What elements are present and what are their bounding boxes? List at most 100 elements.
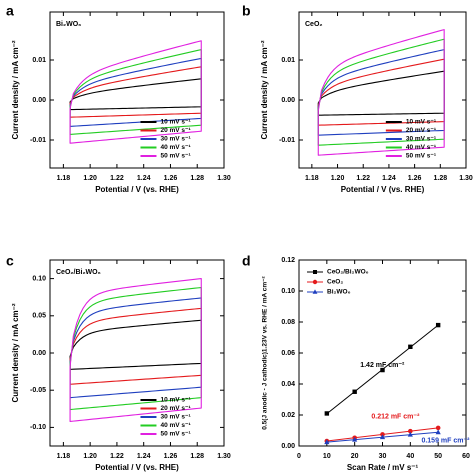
y-tick-label: 0.10 [281,288,295,295]
x-tick-label: 1.20 [331,175,345,182]
x-tick-label: 1.28 [190,175,204,182]
y-tick-label: 0.05 [32,313,46,320]
x-tick-label: 1.24 [137,175,151,182]
x-tick-label: 1.18 [57,175,71,182]
x-tick-label: 1.24 [382,175,396,182]
x-tick-label: 1.28 [190,453,204,460]
x-tick-label: 1.20 [83,453,97,460]
x-axis-label: Scan Rate / mV s⁻¹ [347,463,419,472]
cv-curve-2 [69,307,202,385]
sample-label: CeO₂ [305,21,323,28]
data-point [380,367,385,373]
y-tick-label: -0.05 [30,387,46,394]
y-tick-label: 0.08 [281,319,295,326]
cv-curve-1 [69,319,202,370]
data-point [408,344,413,349]
legend-label: 10 mV s⁻¹ [406,119,436,126]
y-axis-label: Current density / mA cm⁻² [11,303,20,402]
y-tick-label: 0.00 [281,97,295,104]
x-tick-label: 20 [351,453,359,460]
legend-marker [312,289,318,294]
panel-c: c 1.18 1.20 1.22 1.24 1.26 1.28 1.30 -0.10 -0.05 0… [6,253,231,472]
x-tick-label: 60 [462,453,470,460]
panel-letter: a [6,3,14,19]
y-tick-label: 0.10 [32,275,46,282]
panel-letter: b [242,3,251,19]
legend-label: CeO₂ [327,279,343,286]
legend-label: 50 mV s⁻¹ [160,153,190,160]
x-tick-label: 1.18 [57,453,71,460]
legend-label: Bi₂WO₆ [327,289,351,296]
y-tick-label: 0.00 [32,97,46,104]
legend-label: CeO₂/Bi₂WO₆ [327,269,369,276]
cv-curve-1 [69,78,202,111]
legend-label: 40 mV s⁻¹ [160,422,190,429]
x-tick-label: 10 [323,453,331,460]
legend-marker [313,270,317,274]
x-tick-label: 1.18 [305,175,319,182]
data-point [352,389,357,394]
panel-a: a 1.18 1.20 1.22 1.24 1.26 1.28 1.30 -0.01 0.00 0.… [6,3,231,194]
x-tick-label: 1.22 [110,175,124,182]
y-tick-label: 0.12 [281,257,295,264]
x-axis-label: Potential / V (vs. RHE) [341,185,425,194]
x-tick-label: 1.30 [217,175,231,182]
legend-label: 40 mV s⁻¹ [160,144,190,151]
y-axis-label: Current density / mA cm⁻² [11,40,20,139]
legend-label: 10 mV s⁻¹ [160,119,190,126]
cv-curve-5 [317,29,445,156]
plot-frame [298,11,467,169]
cv-curve-5 [69,40,202,144]
panel-letter: c [6,253,14,269]
y-tick-label: 0.00 [32,350,46,357]
x-tick-label: 1.22 [356,175,370,182]
y-tick-label: 0.00 [281,443,295,450]
x-tick-label: 1.30 [459,175,473,182]
x-tick-label: 1.30 [217,453,231,460]
data-point [407,431,413,437]
panel-letter: d [242,253,251,269]
y-tick-label: -0.01 [30,137,46,144]
y-axis-label: Current density / mA cm⁻² [260,40,269,139]
x-axis-label: Potential / V (vs. RHE) [95,185,179,194]
legend-label: 20 mV s⁻¹ [160,405,190,412]
y-tick-label: 0.06 [281,350,295,357]
x-tick-label: 30 [379,453,387,460]
y-tick-label: 0.04 [281,381,295,388]
legend-label: 30 mV s⁻¹ [406,136,436,143]
x-tick-label: 1.20 [83,175,97,182]
panel-b: b 1.18 1.20 1.22 1.24 1.26 1.28 1.30 -0.01 0.00 0.… [242,3,473,194]
data-point [324,411,330,416]
x-tick-label: 1.28 [433,175,447,182]
cv-curve-1 [317,70,445,116]
x-axis-label: Potential / V (vs. RHE) [95,463,179,472]
plot-frame [49,11,225,169]
x-tick-label: 1.22 [110,453,124,460]
sample-label: CeO₂/Bi₂WO₆ [56,269,101,276]
x-tick-label: 50 [434,453,442,460]
data-point [435,425,441,431]
data-point [352,436,358,442]
y-axis-label: 0.5(J anodic - J cathodic)1.23V vs. RHE … [262,275,269,429]
legend-marker [312,279,318,285]
legend-label: 20 mV s⁻¹ [406,127,436,134]
slope-annotation: 0.212 mF cm⁻² [371,413,420,420]
y-tick-label: -0.01 [279,137,295,144]
x-tick-label: 1.26 [164,453,178,460]
y-tick-label: 0.02 [281,412,295,419]
panel-d: d 0 10 20 30 40 50 60 0.00 0.02 0.04 0.06 0.08 0.10 0.… [242,253,470,472]
x-tick-label: 1.26 [164,175,178,182]
legend-label: 20 mV s⁻¹ [160,127,190,134]
cv-curve-4 [69,286,202,411]
y-tick-label: 0.01 [281,57,295,64]
data-point [435,429,441,435]
data-point [324,439,330,445]
legend-label: 30 mV s⁻¹ [160,414,190,421]
x-tick-label: 1.26 [408,175,422,182]
legend-label: 50 mV s⁻¹ [160,431,190,438]
x-tick-label: 0 [297,453,301,460]
legend-label: 30 mV s⁻¹ [160,136,190,143]
x-tick-label: 1.24 [137,453,151,460]
legend-label: 10 mV s⁻¹ [160,397,190,404]
